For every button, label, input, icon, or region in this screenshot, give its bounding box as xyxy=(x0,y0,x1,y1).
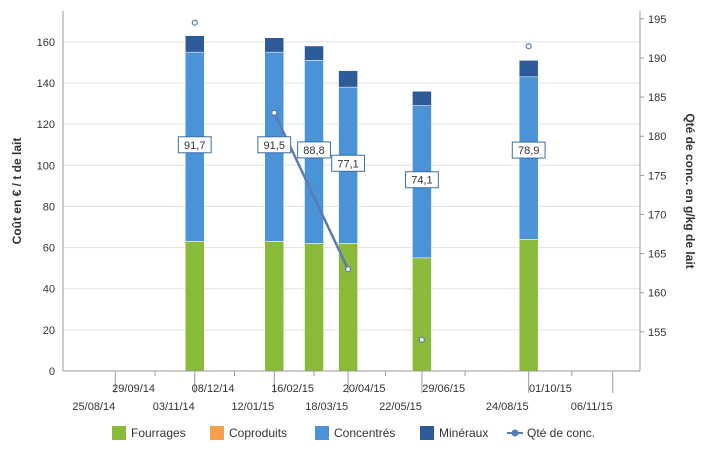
y2-tick-label: 165 xyxy=(648,249,666,261)
y2-tick-label: 195 xyxy=(648,14,666,26)
bar-minraux-1 xyxy=(264,37,285,53)
axes xyxy=(62,11,644,393)
conc-point-4 xyxy=(525,43,532,50)
data-label: 74,1 xyxy=(411,175,432,187)
legend-swatch-3 xyxy=(420,426,434,440)
y2-tick-label: 175 xyxy=(648,170,666,182)
legend-label: Minéraux xyxy=(439,426,488,440)
data-label-box xyxy=(511,141,546,159)
bar-minraux-5 xyxy=(518,60,539,78)
conc-point-1 xyxy=(271,109,278,116)
bar-fourrages-3 xyxy=(338,243,358,372)
legend-line-marker xyxy=(511,429,519,437)
x-tick-label: 06/11/15 xyxy=(571,401,613,413)
data-label: 77,1 xyxy=(337,158,358,170)
data-label-box xyxy=(297,141,331,159)
y-tick-label: 160 xyxy=(37,37,55,49)
y-tick-label: 0 xyxy=(49,366,55,378)
legend: Fourrages Coproduits Concentrés Minéraux Qté… xyxy=(112,426,595,440)
x-tick-label: 16/02/15 xyxy=(271,383,314,395)
legend-label: Concentrés xyxy=(334,426,395,440)
y-tick-label: 80 xyxy=(43,201,55,213)
y-tick-label: 60 xyxy=(43,243,55,255)
x-tick-label: 08/12/14 xyxy=(192,383,235,395)
y-tick-label: 20 xyxy=(43,325,55,337)
y2-tick-label: 170 xyxy=(648,209,666,221)
legend-swatch-1 xyxy=(210,426,224,440)
x-tick-label: 29/06/15 xyxy=(422,383,465,395)
bar-fourrages-5 xyxy=(518,239,539,372)
y-tick-label: 100 xyxy=(37,160,55,172)
data-label: 91,7 xyxy=(184,140,205,152)
x-tick-label: 22/05/15 xyxy=(379,401,422,413)
bar-fourrages-2 xyxy=(304,243,324,372)
x-tick-label: 29/09/14 xyxy=(112,383,155,395)
bar-fourrages-0 xyxy=(185,241,205,372)
y2-tick-label: 180 xyxy=(648,131,666,143)
y2-tick-label: 190 xyxy=(648,53,666,65)
data-label: 91,5 xyxy=(264,140,285,152)
x-tick-label: 03/11/14 xyxy=(153,401,195,413)
y2-tick-label: 160 xyxy=(648,288,666,300)
y-tick-label: 40 xyxy=(43,284,55,296)
bar-minraux-2 xyxy=(304,45,324,61)
legend-label: Qté de conc. xyxy=(527,426,595,440)
x-tick-label: 12/01/15 xyxy=(231,401,274,413)
y-axis-title: Coût en € / t de lait xyxy=(10,138,24,245)
conc-line-series xyxy=(191,19,532,343)
bar-minraux-4 xyxy=(412,90,432,106)
tick-labels: 0 20 40 60 80 100 120 140 160 155 160 165 170 175 180 1… xyxy=(37,14,667,413)
x-tick-label: 25/08/14 xyxy=(72,401,115,413)
data-label-box xyxy=(405,171,439,189)
x-tick-label: 01/10/15 xyxy=(529,383,572,395)
x-tick-label: 24/08/15 xyxy=(486,401,529,413)
y2-axis-title: Qté de conc. en g/kg de lait xyxy=(683,113,697,268)
bar-minraux-3 xyxy=(338,70,358,88)
legend-label: Fourrages xyxy=(131,426,186,440)
legend-swatch-0 xyxy=(112,426,126,440)
data-label: 88,8 xyxy=(303,145,324,157)
y-tick-label: 140 xyxy=(37,78,55,90)
bar-minraux-0 xyxy=(185,35,205,53)
bar-fourrages-4 xyxy=(412,257,432,372)
legend-label: Coproduits xyxy=(229,426,287,440)
legend-swatch-2 xyxy=(315,426,329,440)
data-labels: 91,7 91,5 88,8 77,1 74,1 78,9 xyxy=(177,136,546,189)
y2-tick-label: 155 xyxy=(648,327,666,339)
data-label: 78,9 xyxy=(518,145,539,157)
bars xyxy=(185,35,539,372)
data-label-box xyxy=(331,154,365,172)
y2-tick-label: 185 xyxy=(648,92,666,104)
x-tick-label: 20/04/15 xyxy=(343,383,386,395)
conc-point-0 xyxy=(191,19,198,26)
data-label-box xyxy=(177,136,212,154)
conc-point-3 xyxy=(418,336,426,343)
conc-point-2 xyxy=(344,266,352,273)
y-tick-label: 120 xyxy=(37,119,55,131)
x-tick-label: 18/03/15 xyxy=(305,401,348,413)
data-label-box xyxy=(257,136,292,154)
bar-fourrages-1 xyxy=(264,241,285,372)
